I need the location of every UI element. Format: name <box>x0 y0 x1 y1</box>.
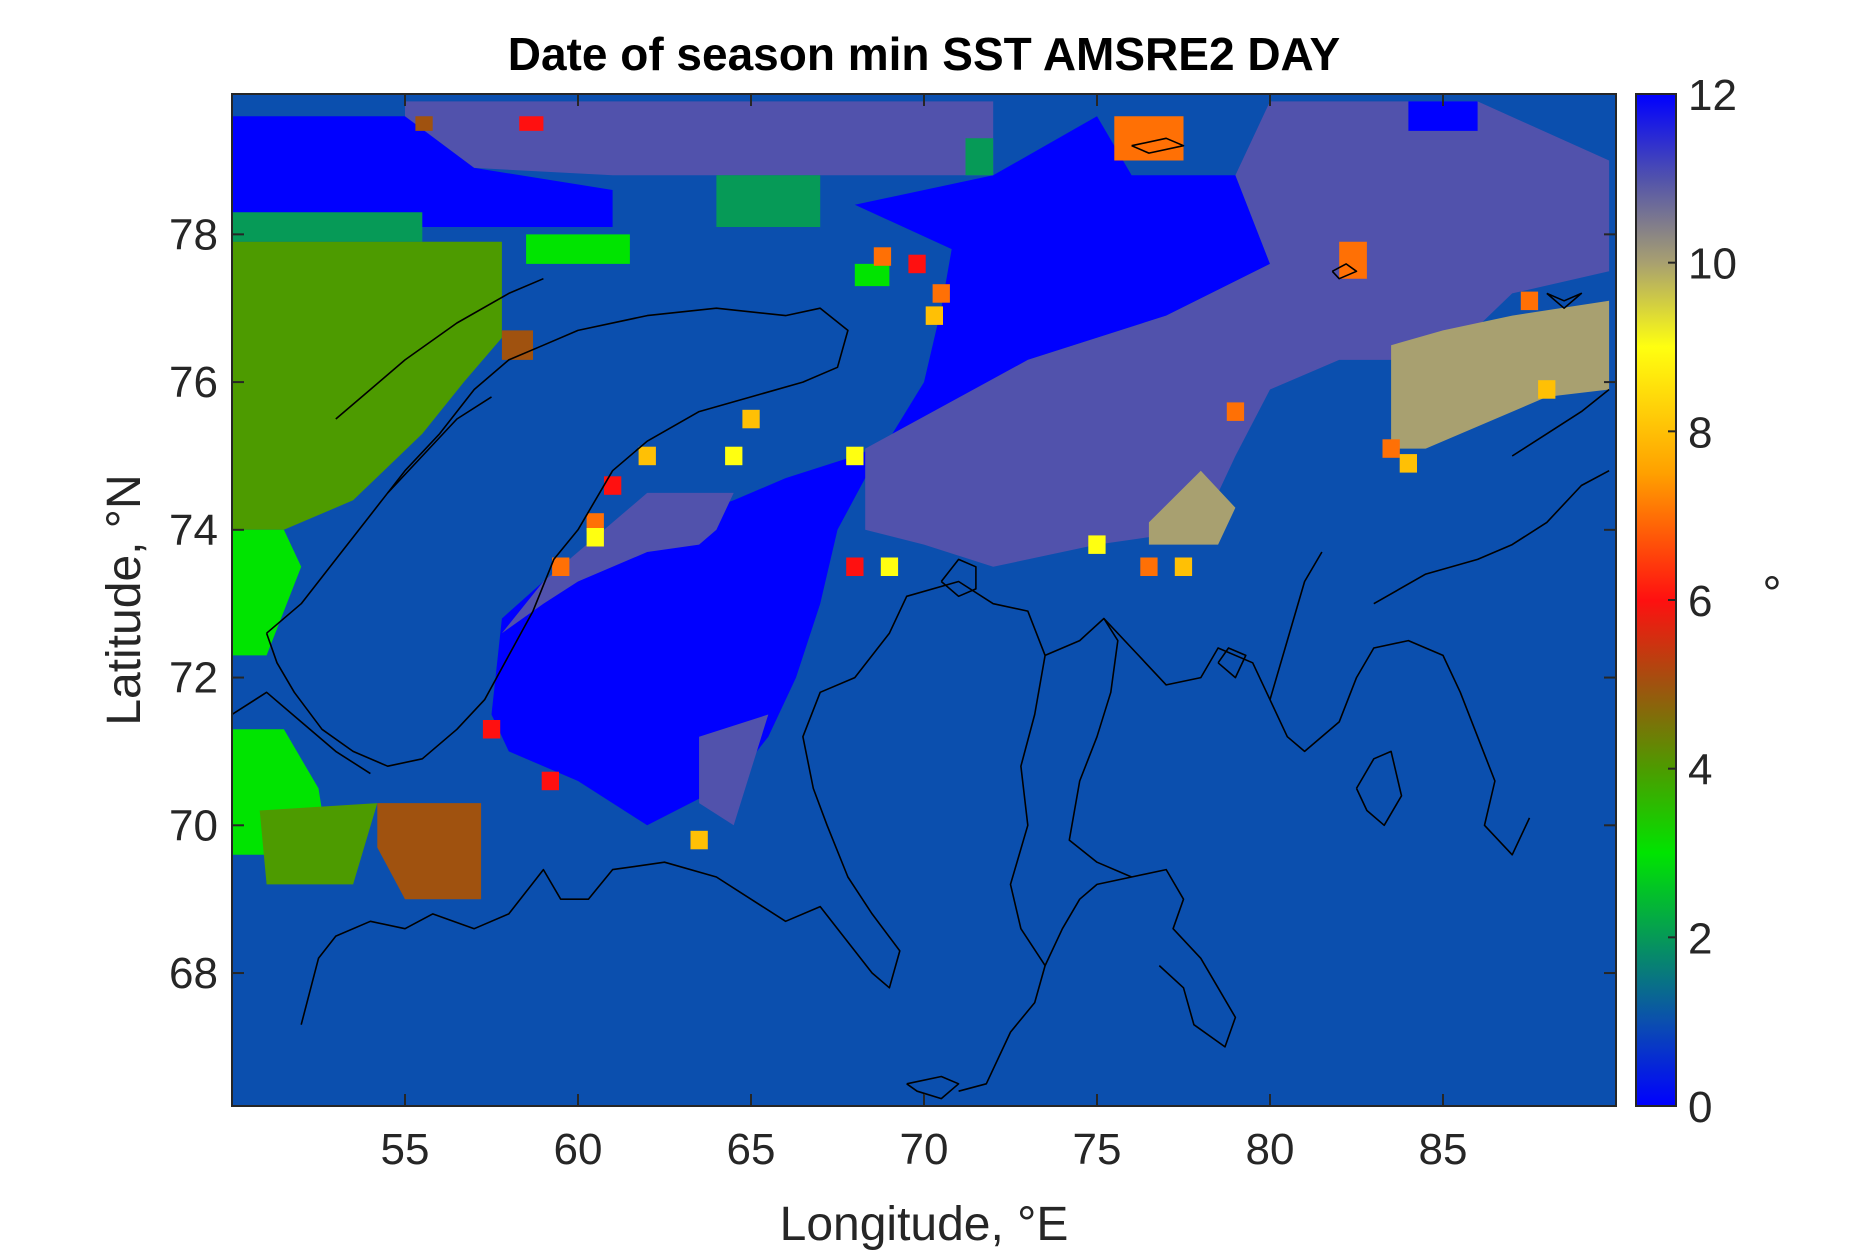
heatmap-region-8 <box>259 803 378 885</box>
x-tick-label: 70 <box>900 1125 949 1174</box>
coastline-5 <box>1511 388 1610 457</box>
coastline-6 <box>1269 551 1323 700</box>
x-tick-label: 55 <box>381 1125 430 1174</box>
coastline-15 <box>1546 292 1583 309</box>
colorbar-tick-label: 12 <box>1688 71 1737 120</box>
coastline-17 <box>906 1075 960 1100</box>
heatmap-cell-8-1 <box>925 306 943 325</box>
heatmap-region-20 <box>415 116 433 131</box>
coastline-9 <box>387 396 492 494</box>
heatmap-cell-9-0 <box>725 446 743 466</box>
heatmap-cell-7-6 <box>1520 291 1539 311</box>
heatmap-cell-8-4 <box>1538 380 1556 399</box>
heatmap-cell-7-0 <box>586 513 604 532</box>
y-tick-label: 76 <box>169 358 218 407</box>
coastline-10 <box>232 691 371 775</box>
coastline-13 <box>1131 137 1185 154</box>
y-axis-ticks: 68 70 72 74 76 78 <box>169 210 1616 998</box>
colorbar-tick-label: 0 <box>1688 1083 1712 1132</box>
heatmap-cell-8-5 <box>690 830 708 850</box>
heatmap-region-0 <box>232 116 613 227</box>
coastline-7 <box>265 307 849 767</box>
heatmap-region-14 <box>1391 300 1610 449</box>
colorbar-tick-label: 2 <box>1688 914 1712 963</box>
colorbar-label: ° <box>1762 568 1781 621</box>
y-tick-label: 70 <box>169 801 218 850</box>
heatmap-cell-7-5 <box>1382 439 1400 458</box>
coastline-4 <box>1373 469 1610 605</box>
heatmap-region-17 <box>1408 101 1478 131</box>
y-tick-label: 74 <box>169 506 218 555</box>
heatmap-cell-7-2 <box>932 284 950 303</box>
x-axis-ticks: 55 60 65 70 75 80 85 <box>381 94 1468 1174</box>
coastline-14 <box>1331 263 1358 280</box>
x-tick-label: 80 <box>1246 1125 1295 1174</box>
heatmap-cell-8-3 <box>1399 454 1417 473</box>
coastline-16 <box>1355 750 1403 827</box>
heatmap-cell-7-4 <box>1226 402 1245 421</box>
heatmap-cell-8-2 <box>1174 557 1193 576</box>
heatmap-cell-7-3 <box>873 247 892 266</box>
coastline-3 <box>1103 617 1531 856</box>
heatmap-cell-6-3 <box>482 720 501 739</box>
heatmap-regions <box>232 101 1610 900</box>
heatmap-cell-9-3 <box>1088 535 1106 554</box>
heatmap-region-16 <box>699 714 769 826</box>
heatmap-cell-6-1 <box>541 771 559 791</box>
heatmap-region-12 <box>501 492 734 634</box>
x-tick-label: 75 <box>1073 1125 1122 1174</box>
x-tick-label: 60 <box>554 1125 603 1174</box>
heatmap-cell-9-4 <box>586 528 604 547</box>
colorbar-tick-label: 4 <box>1688 746 1712 795</box>
heatmap-region-6 <box>232 529 302 656</box>
heatmap-region-11 <box>491 116 1270 826</box>
coastline-12 <box>1217 647 1247 679</box>
heatmap-cell-6-0 <box>604 476 622 495</box>
coastline-1 <box>1044 868 1237 1048</box>
coastline-2 <box>1044 617 1132 878</box>
colorbar-tick-label: 8 <box>1688 408 1712 457</box>
colorbar-tick-label: 10 <box>1688 240 1737 289</box>
coastline-8 <box>335 277 544 420</box>
coastline-11 <box>940 558 977 598</box>
heatmap-region-22 <box>854 263 890 287</box>
plot-area <box>232 94 1616 1106</box>
colorbar-tick-label: 6 <box>1688 577 1712 626</box>
heatmap-region-19 <box>519 116 544 131</box>
x-axis-label: Longitude, °E <box>780 1198 1069 1250</box>
heatmap-cell-7-7 <box>1140 557 1158 576</box>
heatmap-region-4 <box>526 234 630 264</box>
heatmap-cell-9-1 <box>846 446 864 466</box>
chart-title: Date of season min SST AMSRE2 DAY <box>508 28 1340 80</box>
x-tick-label: 65 <box>727 1125 776 1174</box>
heatmap-region-23 <box>965 138 994 176</box>
heatmap-cell-6-4 <box>908 254 926 274</box>
heatmap-cell-7-1 <box>552 557 570 576</box>
heatmap-speckles <box>482 247 1556 850</box>
heatmap-cell-6-2 <box>846 557 864 576</box>
x-tick-label: 85 <box>1419 1125 1468 1174</box>
heatmap-region-13 <box>865 101 1610 567</box>
heatmap-region-9 <box>377 803 482 900</box>
heatmap-region-5 <box>232 241 502 530</box>
colorbar-ticks: 0 2 4 6 8 10 12 <box>1668 71 1737 1132</box>
y-axis-label: Latitude, °N <box>98 474 151 725</box>
heatmap-cell-8-0 <box>742 409 760 429</box>
heatmap-region-21 <box>1339 241 1367 279</box>
y-tick-label: 72 <box>169 654 218 703</box>
heatmap-cell-8-6 <box>638 446 656 466</box>
heatmap-region-3 <box>232 212 423 242</box>
heatmap-cell-9-2 <box>880 557 899 576</box>
y-tick-label: 78 <box>169 210 218 259</box>
heatmap-region-2 <box>716 175 821 227</box>
heatmap-region-1 <box>405 101 994 176</box>
heatmap-region-15 <box>1148 470 1236 545</box>
coastlines <box>232 137 1610 1100</box>
coastline-0 <box>300 580 1046 1092</box>
y-tick-label: 68 <box>169 949 218 998</box>
